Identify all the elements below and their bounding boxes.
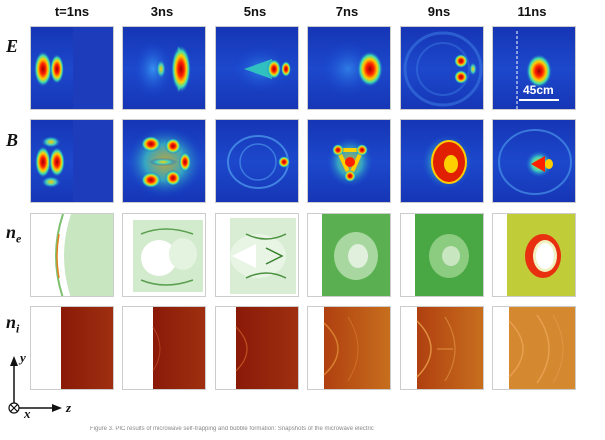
panel-ne-t1 — [30, 213, 114, 297]
panel-E-t5 — [215, 26, 299, 110]
row-label-ne: ne — [6, 222, 22, 246]
time-label-6: 11ns — [517, 4, 547, 19]
panel-B-t1 — [30, 119, 114, 203]
panel-E-t9 — [400, 26, 484, 110]
panel-ne-t7 — [307, 213, 391, 297]
panel-E-t7 — [307, 26, 391, 110]
panel-B-t5 — [215, 119, 299, 203]
figure-caption: Figure 3. PIC results of microwave self-… — [90, 426, 374, 432]
row-label-E: E — [6, 36, 19, 56]
panel-ni-t1 — [30, 306, 114, 390]
scale-bar-label: 45cm — [523, 83, 554, 97]
time-label-5: 9ns — [427, 4, 451, 19]
axis-label-z: z — [66, 400, 72, 415]
panel-ne-t9 — [400, 213, 484, 297]
panel-ni-t7 — [307, 306, 391, 390]
panel-ni-t9 — [400, 306, 484, 390]
row-label-B: B — [6, 130, 19, 150]
time-label-3: 5ns — [243, 4, 267, 19]
panel-B-t9 — [400, 119, 484, 203]
panel-ne-t5 — [215, 213, 299, 297]
scale-bar — [519, 99, 559, 101]
panel-E-t3 — [122, 26, 206, 110]
panel-B-t7 — [307, 119, 391, 203]
panel-ni-t3 — [122, 306, 206, 390]
panel-B-t11 — [492, 119, 576, 203]
axes-indicator: y x z — [4, 350, 84, 421]
row-label-ni: ni — [6, 312, 20, 336]
panel-ne-t3 — [122, 213, 206, 297]
axis-label-y: y — [20, 350, 26, 365]
time-label-2: 3ns — [150, 4, 174, 19]
panel-B-t3 — [122, 119, 206, 203]
time-label-4: 7ns — [335, 4, 359, 19]
axis-label-x: x — [24, 406, 31, 421]
panel-ni-t11 — [492, 306, 576, 390]
panel-ni-t5 — [215, 306, 299, 390]
panel-E-t11: 45cm — [492, 26, 576, 110]
panel-ne-t11 — [492, 213, 576, 297]
panel-E-t1 — [30, 26, 114, 110]
time-label-1: t=1ns — [54, 4, 90, 19]
